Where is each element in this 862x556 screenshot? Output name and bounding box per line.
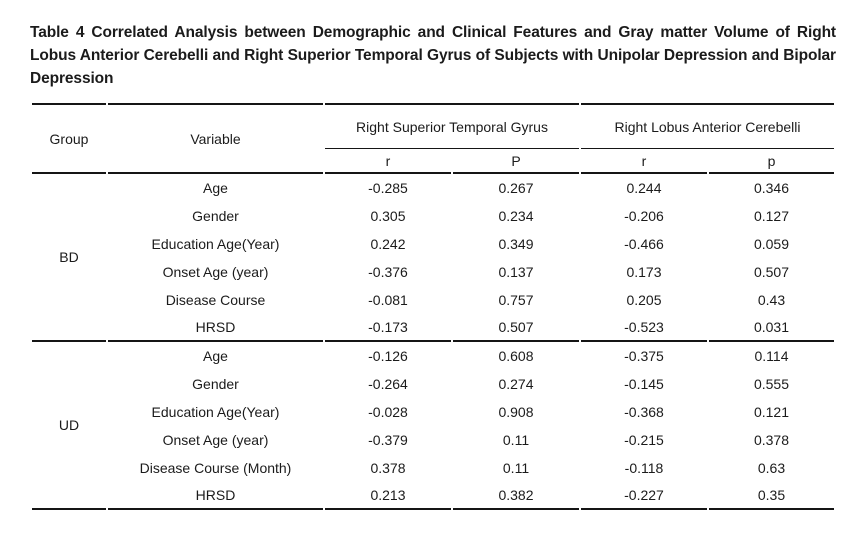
variable-cell: Onset Age (year) (162, 264, 269, 280)
value-cell: -0.285 (368, 180, 408, 196)
value-cell: 0.43 (757, 292, 786, 308)
value-cell: -0.028 (368, 404, 408, 420)
value-cell: 0.114 (754, 348, 789, 364)
value-cell: -0.368 (624, 404, 664, 420)
value-cell: 0.63 (757, 460, 786, 476)
value-cell: -0.126 (368, 348, 408, 364)
value-cell: 0.059 (753, 236, 790, 252)
group-label-bd: BD (32, 174, 106, 342)
variable-cell: Disease Course (165, 292, 266, 308)
value-cell: -0.081 (368, 292, 408, 308)
value-cell: 0.346 (753, 180, 790, 196)
variable-cell: Gender (192, 376, 239, 392)
value-cell: 0.35 (709, 482, 834, 510)
value-cell: -0.379 (368, 432, 408, 448)
value-cell: 0.244 (626, 180, 662, 196)
value-cell: -0.375 (624, 348, 664, 364)
table-row: Onset Age (year) -0.379 0.11 -0.215 0.37… (32, 426, 834, 454)
correlation-table: Group Variable Right Superior Temporal G… (30, 103, 836, 510)
table-title: Table 4 Correlated Analysis between Demo… (30, 24, 836, 87)
subheader-rstg-p: P (453, 149, 579, 174)
value-cell: 0.305 (370, 208, 406, 224)
table-row: UD Age -0.126 0.608 -0.375 0.114 (32, 342, 834, 510)
value-cell: 0.242 (370, 236, 406, 252)
value-cell: 0.137 (498, 264, 534, 280)
value-cell: 0.173 (626, 264, 662, 280)
table-row: Onset Age (year) -0.376 0.137 0.173 0.50… (32, 258, 834, 286)
value-cell: 0.127 (753, 208, 790, 224)
variable-cell: Education Age(Year) (151, 404, 280, 420)
value-cell: -0.206 (624, 208, 664, 224)
value-cell: 0.378 (753, 432, 790, 448)
value-cell: 0.213 (325, 482, 451, 510)
variable-cell: Education Age(Year) (151, 236, 280, 252)
variable-cell: Onset Age (year) (162, 432, 269, 448)
value-cell: 0.507 (753, 264, 790, 280)
value-cell: 0.274 (498, 376, 534, 392)
value-cell: -0.227 (581, 482, 707, 510)
table-row: Gender 0.305 0.234 -0.206 0.127 (32, 202, 834, 230)
value-cell: -0.264 (368, 376, 408, 392)
value-cell: 0.908 (498, 404, 534, 420)
span-header-right-superior-temporal-gyrus: Right Superior Temporal Gyrus (325, 103, 579, 149)
table-row: Gender -0.264 0.274 -0.145 0.555 (32, 370, 834, 398)
col-header-group: Group (32, 103, 106, 174)
table-row: Education Age(Year) 0.242 0.349 -0.466 0… (32, 230, 834, 258)
table-row: Disease Course (Month) 0.378 0.11 -0.118… (32, 454, 834, 482)
value-cell: -0.376 (368, 264, 408, 280)
subheader-rlac-p: p (709, 149, 834, 174)
value-cell: 0.608 (498, 348, 534, 364)
variable-cell: HRSD (108, 314, 323, 342)
value-cell: 0.121 (753, 404, 790, 420)
value-cell: 0.757 (498, 292, 534, 308)
variable-cell: Disease Course (Month) (139, 460, 292, 476)
subheader-rstg-r: r (325, 149, 451, 174)
variable-cell: HRSD (108, 482, 323, 510)
value-cell: -0.173 (325, 314, 451, 342)
header-row-sub: r P r p (32, 149, 834, 174)
value-cell: 0.378 (370, 460, 406, 476)
variable-cell: Gender (192, 208, 239, 224)
subheader-rlac-r: r (581, 149, 707, 174)
value-cell: 0.267 (498, 180, 534, 196)
value-cell: -0.466 (624, 236, 664, 252)
header-row-span: Group Variable Right Superior Temporal G… (32, 103, 834, 174)
value-cell: 0.11 (502, 432, 530, 448)
value-cell: -0.145 (624, 376, 664, 392)
variable-cell: Age (203, 180, 228, 196)
value-cell: 0.234 (498, 208, 534, 224)
table-row: Education Age(Year) -0.028 0.908 -0.368 … (32, 398, 834, 426)
table-row: HRSD -0.173 0.507 -0.523 0.031 (32, 314, 834, 342)
value-cell: 0.507 (453, 314, 579, 342)
value-cell: 0.031 (709, 314, 834, 342)
value-cell: 0.205 (626, 292, 662, 308)
value-cell: -0.118 (624, 460, 664, 476)
col-header-variable: Variable (108, 103, 323, 174)
value-cell: 0.382 (453, 482, 579, 510)
table-row: BD Age -0.285 0.267 0.244 0.346 (32, 174, 834, 342)
value-cell: 0.11 (502, 460, 530, 476)
span-header-right-lobus-anterior-cerebelli: Right Lobus Anterior Cerebelli (581, 103, 834, 149)
value-cell: 0.349 (498, 236, 534, 252)
value-cell: 0.555 (753, 376, 790, 392)
table-row: Disease Course -0.081 0.757 0.205 0.43 (32, 286, 834, 314)
value-cell: -0.215 (624, 432, 664, 448)
group-label-ud: UD (32, 342, 106, 510)
variable-cell: Age (203, 348, 228, 364)
value-cell: -0.523 (581, 314, 707, 342)
table-row: HRSD 0.213 0.382 -0.227 0.35 (32, 482, 834, 510)
